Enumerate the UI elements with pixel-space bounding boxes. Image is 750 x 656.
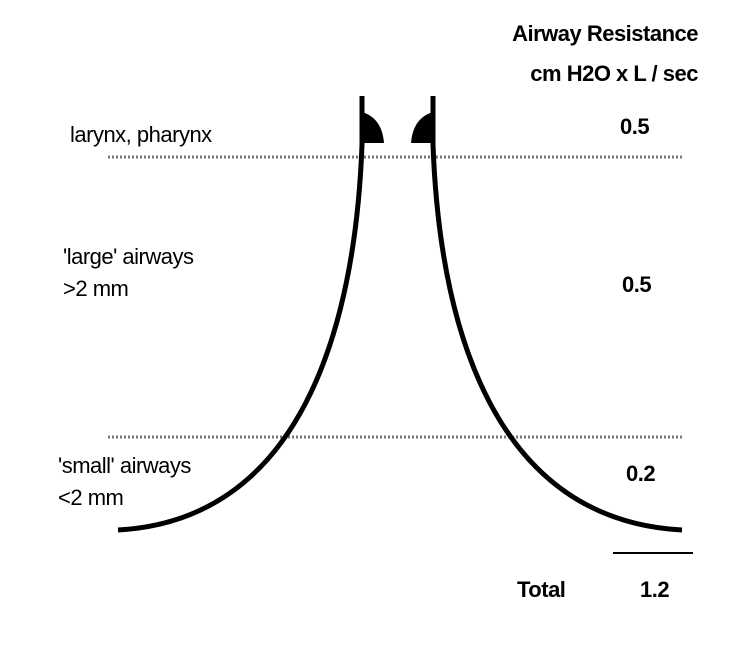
header-title-line1: Airway Resistance: [512, 20, 698, 48]
header-title-line2: cm H2O x L / sec: [530, 60, 698, 88]
zone-sublabel-small-airways: <2 mm: [58, 484, 123, 512]
total-label: Total: [517, 576, 565, 604]
zone-sublabel-large-airways: >2 mm: [63, 275, 128, 303]
vocal-fold-left-icon: [362, 112, 384, 143]
vocal-fold-right-icon: [411, 112, 433, 143]
zone-label-larynx-pharynx: larynx, pharynx: [70, 121, 212, 149]
zone-value-large-airways: 0.5: [622, 271, 651, 299]
zone-value-larynx-pharynx: 0.5: [620, 113, 649, 141]
zone-label-small-airways: 'small' airways: [58, 452, 191, 480]
zone-value-small-airways: 0.2: [626, 460, 655, 488]
zone-label-large-airways: 'large' airways: [63, 243, 194, 271]
total-value: 1.2: [640, 576, 669, 604]
